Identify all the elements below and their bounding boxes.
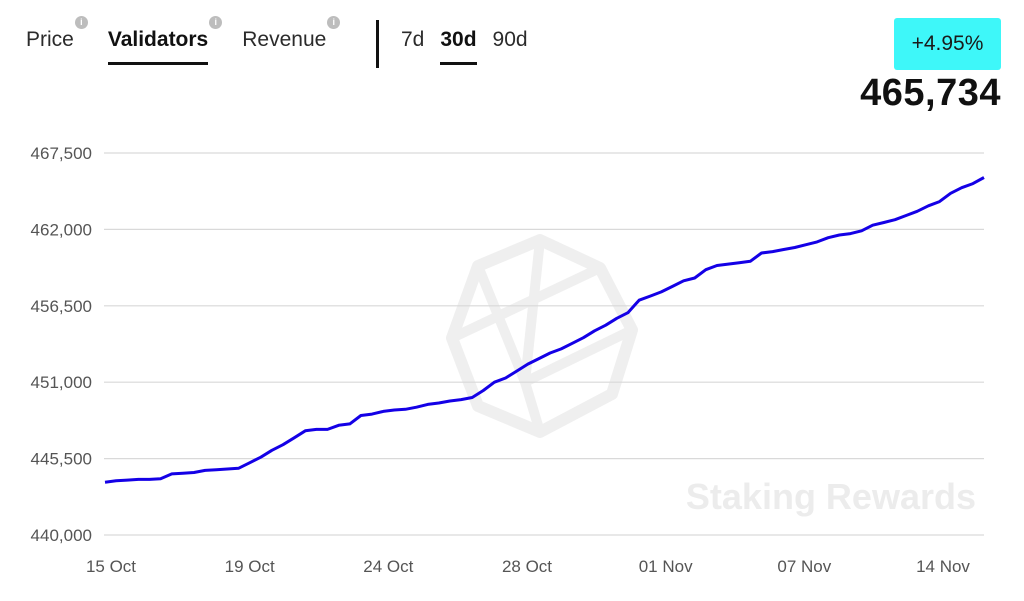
x-tick-label: 01 Nov — [639, 557, 693, 576]
tab-price-label: Price — [26, 28, 74, 51]
y-tick-label: 451,000 — [31, 373, 92, 392]
x-tick-label: 24 Oct — [363, 557, 413, 576]
tab-divider — [376, 20, 379, 68]
x-tick-label: 15 Oct — [86, 557, 136, 576]
y-tick-label: 462,000 — [31, 220, 92, 239]
x-tick-label: 07 Nov — [777, 557, 831, 576]
metric-tabs: Price i Validators i Revenue i — [26, 16, 360, 72]
x-tick-label: 28 Oct — [502, 557, 552, 576]
y-tick-label: 456,500 — [31, 297, 92, 316]
y-tick-label: 440,000 — [31, 526, 92, 545]
tab-price[interactable]: Price i — [26, 16, 88, 62]
range-30d[interactable]: 30d — [440, 28, 477, 65]
range-90d[interactable]: 90d — [492, 28, 528, 51]
x-tick-label: 14 Nov — [916, 557, 970, 576]
tab-revenue-label: Revenue — [242, 28, 327, 51]
change-badge: +4.95% — [894, 18, 1001, 70]
watermark-logo — [446, 234, 638, 438]
info-icon[interactable]: i — [209, 16, 223, 29]
current-value: 465,734 — [860, 72, 1001, 114]
info-icon[interactable]: i — [327, 16, 341, 29]
info-icon[interactable]: i — [74, 16, 88, 29]
range-7d[interactable]: 7d — [401, 28, 425, 51]
y-tick-label: 445,500 — [31, 450, 92, 469]
tab-validators-label: Validators — [107, 28, 209, 51]
x-tick-label: 19 Oct — [225, 557, 275, 576]
validators-series-line — [104, 176, 985, 484]
watermark-text: Staking Rewards — [686, 476, 976, 517]
tab-revenue[interactable]: Revenue i — [242, 16, 341, 62]
y-tick-label: 467,500 — [31, 144, 92, 163]
time-range-selector: 7d 30d 90d — [401, 28, 544, 65]
tab-validators[interactable]: Validators i — [107, 16, 223, 65]
